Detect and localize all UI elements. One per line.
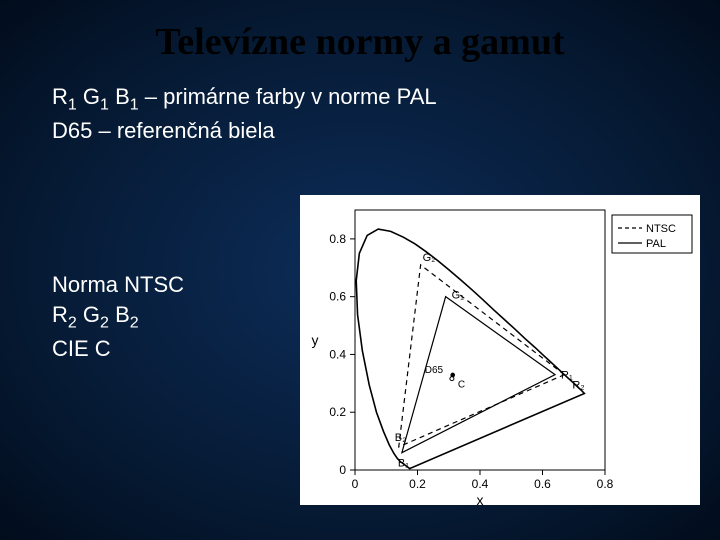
svg-text:NTSC: NTSC — [646, 223, 676, 235]
cie-chromaticity-chart: 0 0.2 0.4 0.6 0.8 0 0.2 0.4 0.6 0.8 x y R₁R₂ G₁ G₂ B₁ B₂… — [300, 195, 700, 505]
left-line-1: Norma NTSC — [52, 270, 184, 300]
left-line-3: CIE C — [52, 334, 184, 364]
svg-text:C: C — [458, 380, 465, 391]
svg-text:0: 0 — [352, 477, 359, 491]
svg-text:0.2: 0.2 — [409, 477, 426, 491]
svg-text:B₁: B₁ — [398, 458, 409, 470]
svg-text:R₂: R₂ — [572, 380, 584, 392]
svg-text:0.8: 0.8 — [329, 232, 346, 246]
svg-text:0.8: 0.8 — [597, 477, 614, 491]
svg-text:y: y — [312, 332, 319, 348]
svg-text:0.2: 0.2 — [329, 405, 346, 419]
svg-text:0: 0 — [339, 463, 346, 477]
subtitle-line-1: R1 G1 B1 – primárne farby v norme PAL — [52, 82, 720, 116]
svg-text:G₁: G₁ — [452, 290, 465, 302]
svg-text:R₁: R₁ — [561, 370, 573, 382]
left-text-block: Norma NTSC R2 G2 B2 CIE C — [52, 270, 184, 363]
svg-text:0.6: 0.6 — [329, 290, 346, 304]
subtitle-line-2: D65 – referenčná biela — [52, 116, 720, 146]
svg-text:0.6: 0.6 — [534, 477, 551, 491]
svg-text:0.4: 0.4 — [472, 477, 489, 491]
left-line-2: R2 G2 B2 — [52, 300, 184, 334]
subtitle-block: R1 G1 B1 – primárne farby v norme PAL D6… — [0, 82, 720, 146]
svg-text:0.4: 0.4 — [329, 347, 346, 361]
svg-text:x: x — [477, 492, 484, 505]
svg-text:D65: D65 — [425, 365, 444, 376]
slide-title: Televízne normy a gamut — [0, 0, 720, 82]
svg-text:G₂: G₂ — [423, 252, 436, 264]
svg-text:PAL: PAL — [646, 238, 666, 250]
svg-text:B₂: B₂ — [395, 432, 407, 444]
